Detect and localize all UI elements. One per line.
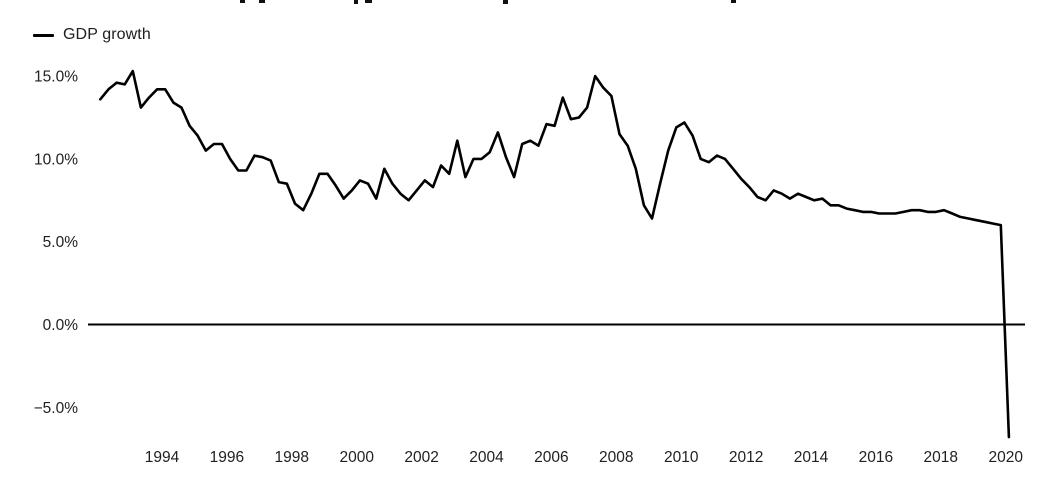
x-axis-tick-label: 1996 xyxy=(210,449,244,466)
x-axis-tick-label: 2010 xyxy=(664,449,699,466)
legend-item-gdp-growth[interactable]: GDP growth xyxy=(33,26,151,44)
x-axis-tick-label: 2018 xyxy=(924,449,958,466)
y-axis-tick-label: 0.0% xyxy=(43,317,79,334)
x-axis-tick-label: 1998 xyxy=(275,449,309,466)
y-axis-tick-label: 10.0% xyxy=(34,151,78,168)
clipped-text-fragment xyxy=(240,0,245,3)
x-axis-tick-label: 1994 xyxy=(145,449,180,466)
legend-label: GDP growth xyxy=(63,26,151,43)
legend-line-swatch-icon xyxy=(33,33,54,37)
x-axis-tick-label: 2012 xyxy=(729,449,763,466)
x-axis-tick-label: 2014 xyxy=(794,449,829,466)
clipped-text-fragment xyxy=(365,0,372,3)
x-axis-tick-label: 2008 xyxy=(599,449,633,466)
y-axis-tick-label: −5.0% xyxy=(34,400,79,417)
clipped-text-fragment xyxy=(259,0,265,3)
y-axis-tick-label: 15.0% xyxy=(34,69,78,86)
y-axis-tick-label: 5.0% xyxy=(43,234,79,251)
x-axis-tick-label: 2016 xyxy=(859,449,893,466)
x-axis-tick-label: 2020 xyxy=(988,449,1023,466)
x-axis-tick-label: 2004 xyxy=(469,449,504,466)
clipped-text-fragment xyxy=(731,0,736,3)
clipped-text-fragment xyxy=(354,0,358,4)
x-axis-tick-label: 2006 xyxy=(534,449,568,466)
x-axis-tick-label: 2002 xyxy=(404,449,438,466)
clipped-text-fragment xyxy=(503,0,508,4)
x-axis-tick-label: 2000 xyxy=(339,449,374,466)
gdp-growth-series-line xyxy=(99,69,1011,439)
